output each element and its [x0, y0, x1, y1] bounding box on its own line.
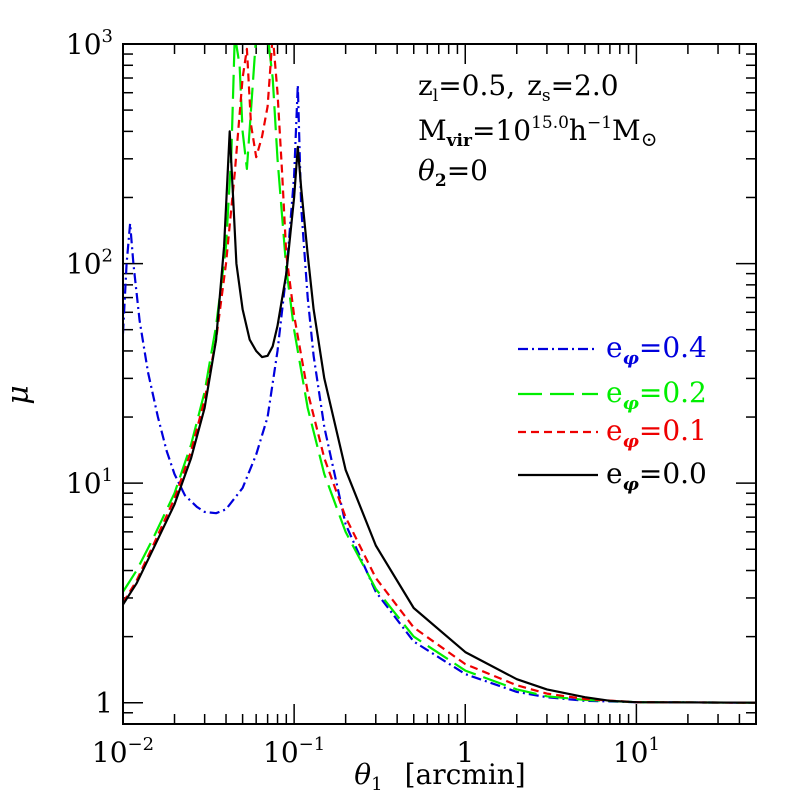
tick-marks [122, 44, 757, 725]
y-tick-label: 102 [66, 246, 113, 281]
redshift-annotation: zl=0.5, zs=2.0 [418, 69, 619, 106]
y-tick-label: 1 [95, 687, 113, 720]
series-line-e0.1 [123, 44, 756, 704]
y-tick-label: 101 [66, 465, 113, 500]
x-tick-label: 10−1 [263, 734, 325, 769]
parameter-annotations: zl=0.5, zs=2.0 Mvir=1015.0h−1M⊙ θ2=0 [418, 69, 657, 191]
theta2-annotation: θ2=0 [418, 154, 488, 191]
plot-frame [122, 43, 757, 725]
series-line-e0.2 [123, 44, 756, 704]
x-tick-label: 1 [456, 736, 474, 769]
legend-label-e0.4: eφ=0.4 [606, 331, 707, 369]
legend-label-e0.2: eφ=0.2 [606, 376, 707, 414]
legend-label-e0.0: eφ=0.0 [606, 457, 707, 495]
series-line-e0.0 [123, 130, 756, 704]
y-tick-label: 103 [66, 26, 113, 61]
x-axis-label: θ1 [arcmin] [354, 758, 525, 795]
legend: eφ=0.4 eφ=0.2eφ=0.1 eφ=0.0 [518, 331, 707, 495]
tick-labels: 10−2 10−1 1 101 1 101 102 103 [66, 26, 660, 769]
series-layer [123, 44, 756, 704]
x-tick-label: 101 [613, 734, 660, 769]
x-tick-label: 10−2 [92, 734, 154, 769]
y-axis-label: μ [1, 385, 36, 405]
series-line-e0.4 [123, 84, 756, 704]
mass-annotation: Mvir=1015.0h−1M⊙ [418, 113, 657, 151]
legend-label-e0.1: eφ=0.1 [606, 414, 707, 452]
